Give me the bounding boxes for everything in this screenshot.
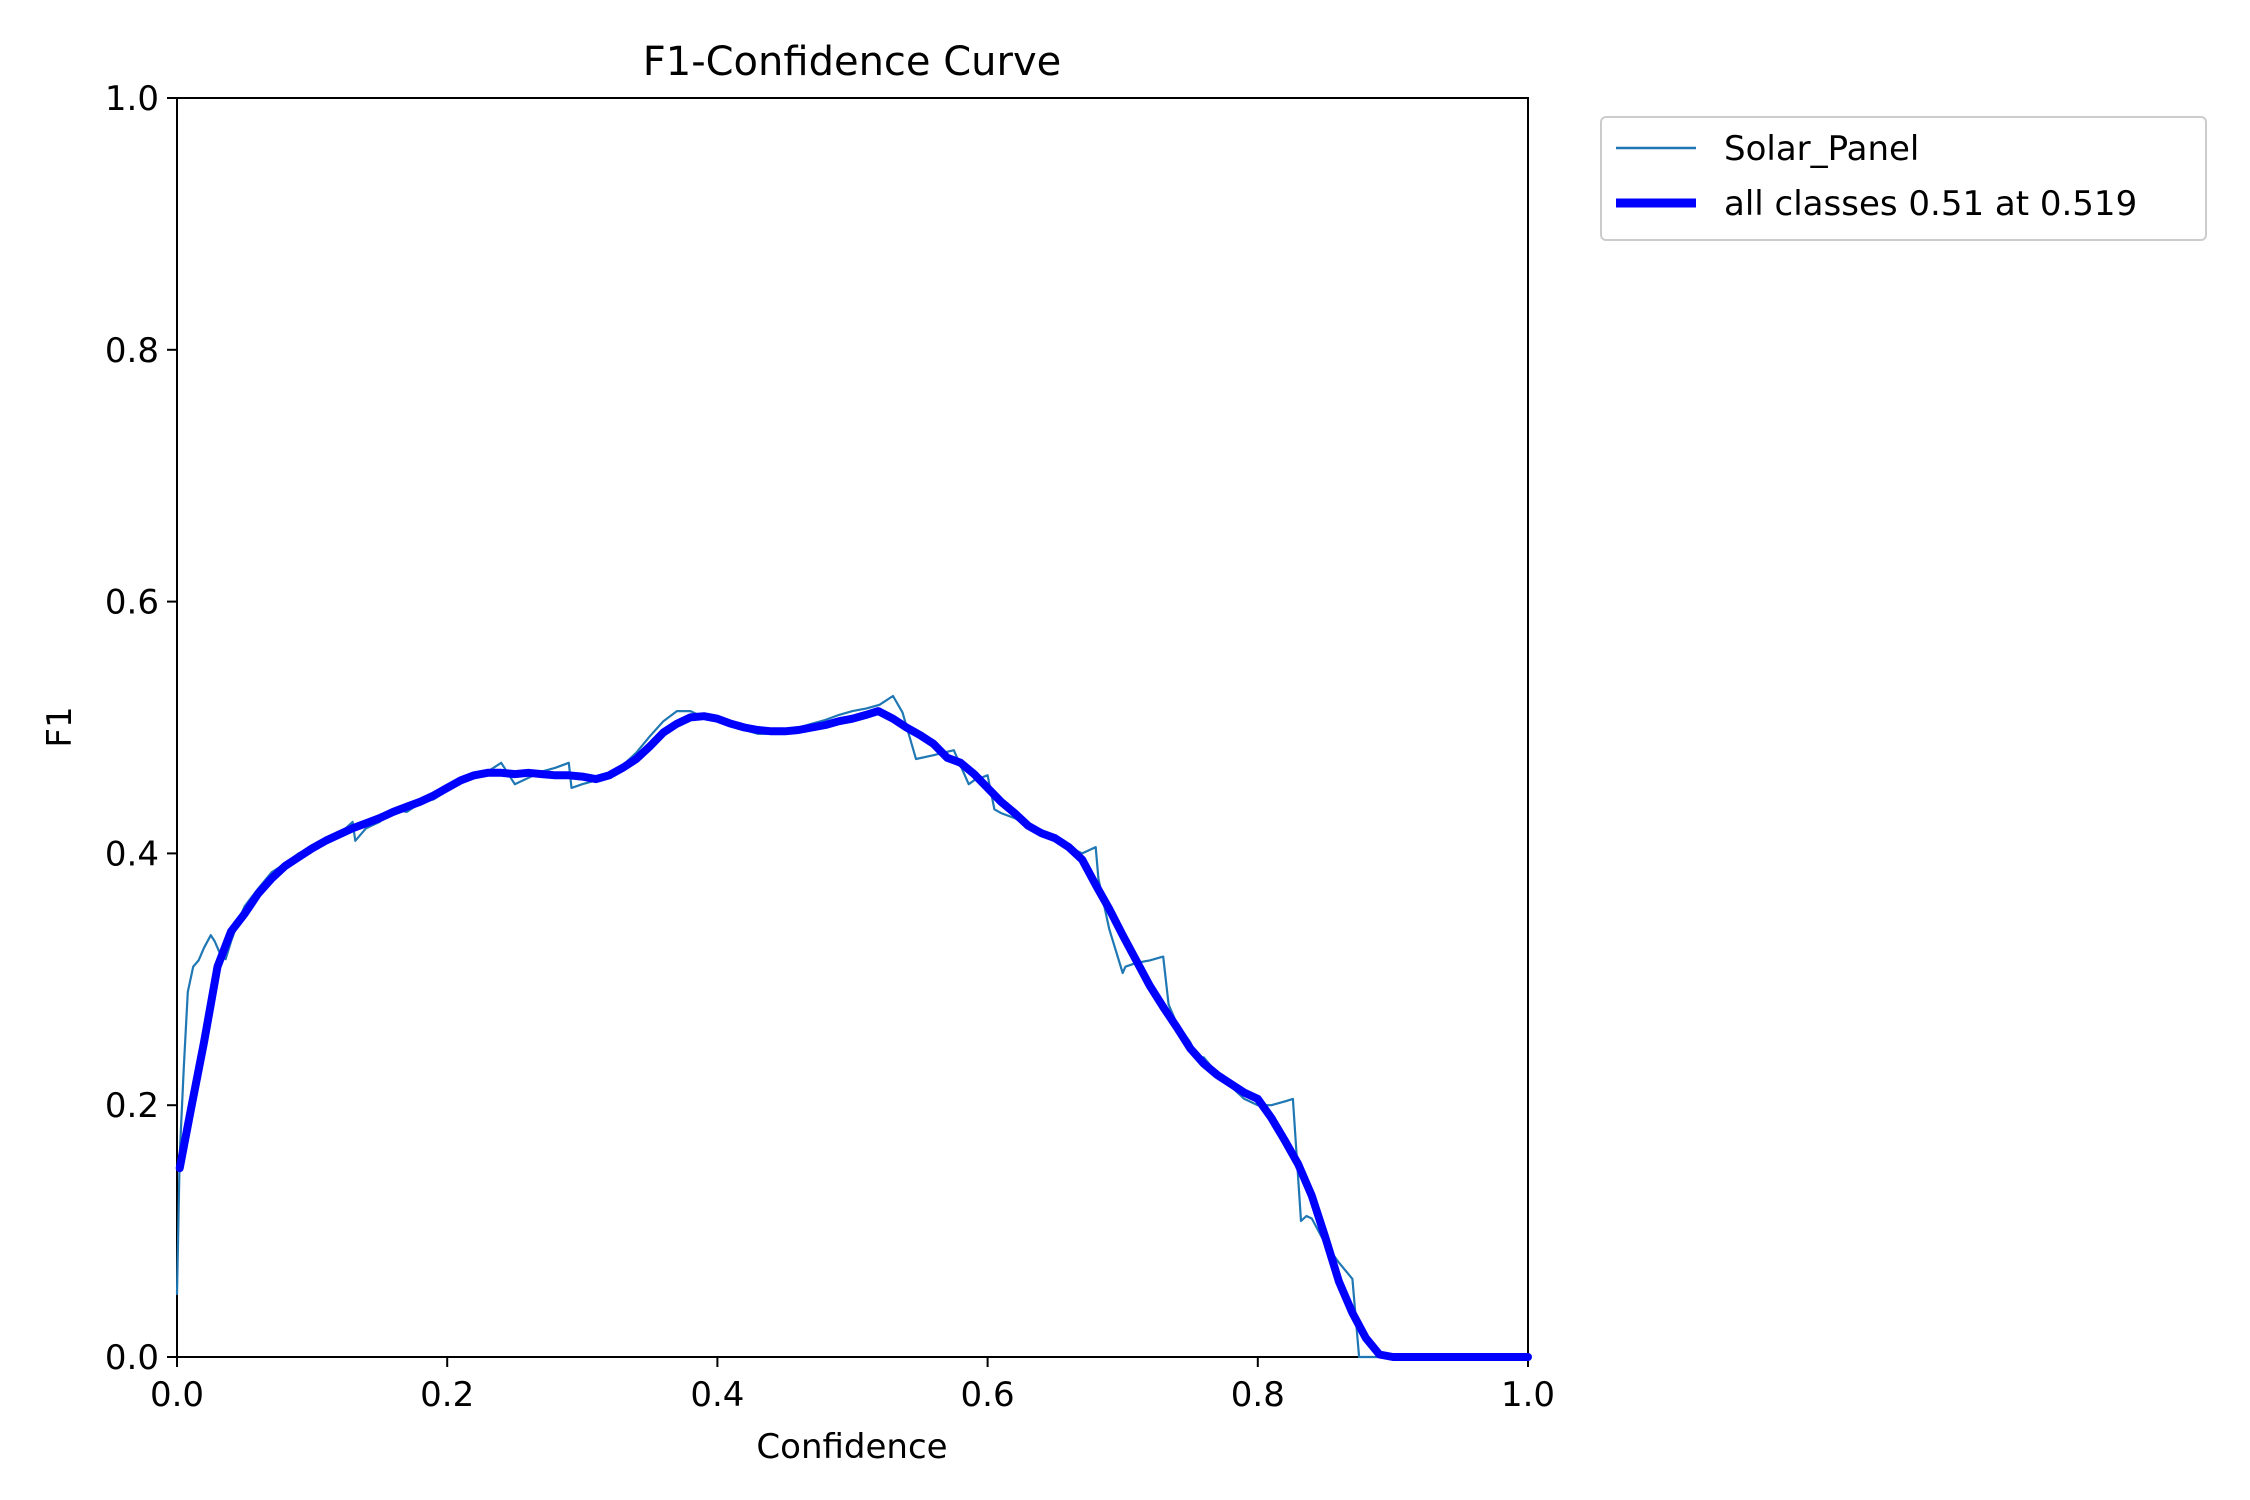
- x-axis-ticks: 0.0 0.2 0.4 0.6 0.8 1.0: [150, 1357, 1555, 1415]
- x-tick-label: 0.6: [961, 1375, 1015, 1415]
- y-tick-label: 0.0: [105, 1338, 159, 1378]
- y-tick-label: 0.6: [105, 583, 159, 623]
- series-line-all-classes: [175, 707, 1532, 1361]
- legend-frame: [1600, 116, 2207, 241]
- x-tick-label: 0.0: [150, 1375, 204, 1415]
- y-tick-label: 1.0: [105, 79, 159, 119]
- x-tick-label: 0.4: [690, 1375, 744, 1415]
- y-tick-label: 0.8: [105, 331, 159, 371]
- y-tick-label: 0.2: [105, 1086, 159, 1126]
- series-layer: [175, 694, 1532, 1361]
- chart-title: F1-Confidence Curve: [643, 39, 1062, 85]
- x-tick-label: 0.8: [1231, 1375, 1285, 1415]
- y-axis-label: F1: [40, 706, 80, 747]
- legend: Solar_Panel all classes 0.51 at 0.519: [1600, 116, 2207, 241]
- y-axis-ticks: 0.0 0.2 0.4 0.6 0.8 1.0: [105, 79, 177, 1378]
- legend-label-solar-panel: Solar_Panel: [1724, 129, 1919, 169]
- y-tick-label: 0.4: [105, 834, 159, 874]
- x-axis-label: Confidence: [756, 1427, 947, 1467]
- plot-frame: [176, 97, 1529, 1358]
- plot-area: [176, 97, 1529, 1358]
- x-tick-label: 0.2: [420, 1375, 474, 1415]
- legend-label-all-classes: all classes 0.51 at 0.519: [1724, 184, 2137, 224]
- x-tick-label: 1.0: [1501, 1375, 1555, 1415]
- series-line-solar-panel: [175, 694, 1530, 1359]
